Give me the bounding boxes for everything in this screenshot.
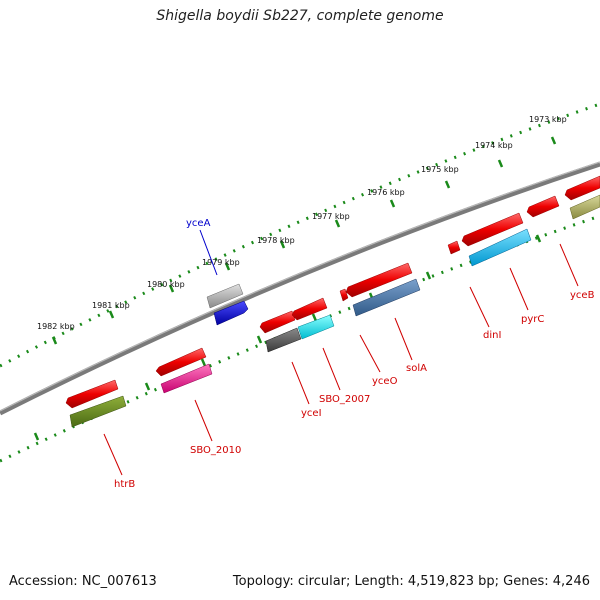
ruler-label-1978: 1978 kbp — [257, 236, 295, 245]
gene-arrow-SBO_2010 — [160, 363, 213, 394]
gene-arrow — [291, 297, 328, 321]
map-title: Shigella boydii Sb227, complete genome — [156, 8, 444, 24]
reverse-strand-genes — [69, 194, 600, 428]
gene-label-yceB: yceB — [570, 290, 595, 301]
gene-arrow — [206, 283, 244, 309]
gene-arrow-pyrC — [468, 228, 532, 267]
gene-arrow-htrB — [69, 395, 127, 428]
ruler-label-1979: 1979 kbp — [202, 258, 240, 267]
gene-arrow-yceA — [213, 300, 249, 326]
gene-arrow-yceI — [265, 327, 302, 353]
gene-arrow-yceO — [352, 278, 421, 317]
outer-tick-track — [0, 102, 600, 368]
forward-strand-genes — [65, 175, 600, 409]
gene-label-yceA: yceA — [186, 218, 211, 229]
gene-label-yceO: yceO — [372, 376, 398, 387]
ruler-label-1976: 1976 kbp — [367, 188, 405, 197]
gene-label-solA: solA — [406, 363, 427, 374]
ruler-label-1982: 1982 kbp — [37, 322, 75, 331]
leader-yceO — [359, 334, 381, 373]
gene-arrow — [447, 240, 461, 255]
gene-label-pyrC: pyrC — [521, 314, 544, 325]
ruler-label-1974: 1974 kbp — [475, 141, 513, 150]
gene-arrow — [461, 212, 524, 247]
leader-htrB — [103, 433, 123, 476]
ruler-label-1980: 1980 kbp — [147, 280, 185, 289]
gene-arrow — [564, 175, 600, 201]
gene-label-yceI: yceI — [301, 408, 322, 419]
leader-dinI — [469, 286, 490, 328]
gene-arrow — [65, 379, 119, 409]
gene-arrow-SBO_2007 — [297, 314, 335, 340]
ruler-label-1973: 1973 kbp — [529, 115, 567, 124]
leader-yceA — [199, 229, 218, 276]
leader-yceI — [291, 361, 310, 405]
leader-solA — [394, 317, 413, 361]
gene-arrow — [345, 262, 413, 298]
genome-backbone — [0, 161, 600, 416]
leader-SBO_2010 — [194, 399, 213, 442]
ruler-label-1975: 1975 kbp — [421, 165, 459, 174]
gene-arrow — [259, 310, 296, 334]
accession-text: Accession: NC_007613 — [9, 574, 157, 589]
leader-yceB — [559, 243, 579, 287]
ruler-label-1977: 1977 kbp — [312, 212, 350, 221]
gene-label-htrB: htrB — [114, 479, 135, 490]
genome-summary-text: Topology: circular; Length: 4,519,823 bp… — [232, 574, 590, 589]
ruler-label-1981: 1981 kbp — [92, 301, 130, 310]
gene-arrow — [155, 347, 207, 377]
gene-arrow-yceB — [569, 194, 600, 220]
gene-label-SBO_2010: SBO_2010 — [190, 445, 241, 456]
leader-pyrC — [509, 267, 529, 311]
gene-arrow — [526, 195, 560, 218]
leader-SBO_2007 — [322, 347, 341, 391]
gene-label-SBO_2007: SBO_2007 — [319, 394, 370, 405]
gene-label-dinI: dinI — [483, 330, 501, 341]
